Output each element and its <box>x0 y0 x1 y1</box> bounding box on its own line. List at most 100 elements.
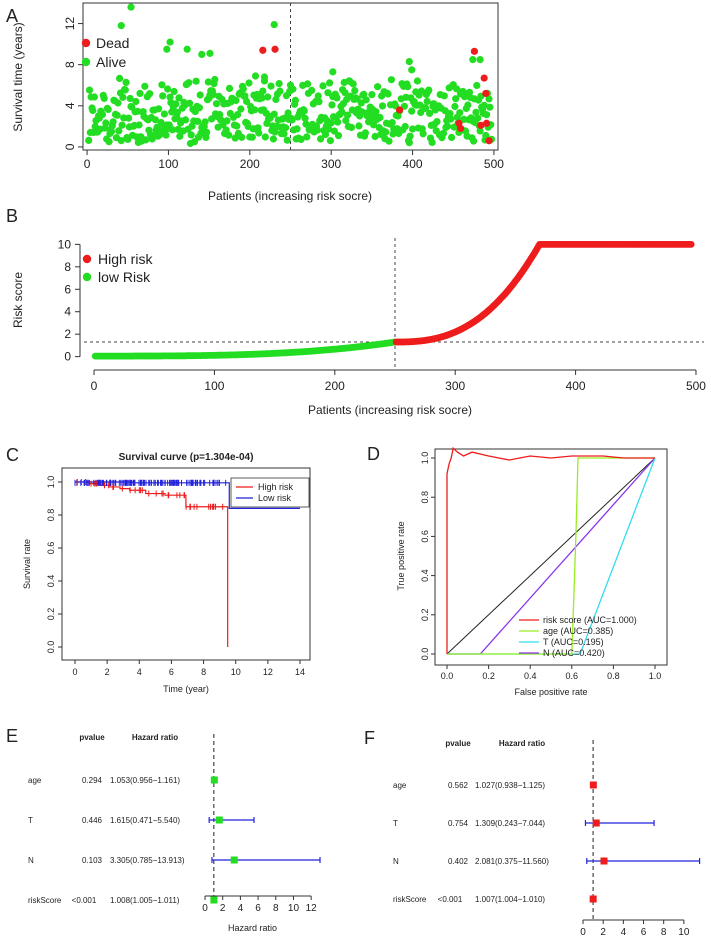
alive-point <box>267 82 275 90</box>
alive-point <box>473 81 481 90</box>
alive-point <box>405 57 413 66</box>
x-tick-label: 0.4 <box>524 671 537 681</box>
alive-point <box>176 132 184 140</box>
alive-point <box>237 105 245 113</box>
y-axis-label: True positive rate <box>396 521 406 590</box>
alive-point <box>163 45 171 53</box>
alive-point <box>319 82 327 90</box>
legend-label: T (AUC=0.195) <box>543 637 604 647</box>
alive-point <box>327 119 335 127</box>
y-tick-label: 0.4 <box>46 575 56 588</box>
alive-point <box>483 111 491 119</box>
column-header-pvalue: pvalue <box>445 739 471 748</box>
row-label: N <box>28 856 34 865</box>
legend-label: N (AUC=0.420) <box>543 648 605 658</box>
alive-point <box>301 114 309 122</box>
alive-point <box>426 109 434 117</box>
x-tick-label: 8 <box>273 903 279 914</box>
alive-point <box>315 98 323 106</box>
alive-point <box>474 114 482 122</box>
y-tick-label: 0.4 <box>420 569 430 582</box>
alive-point <box>349 80 357 88</box>
x-axis-label: Patients (increasing risk socre) <box>208 189 372 203</box>
y-tick-label: 1.0 <box>420 452 430 465</box>
alive-point <box>234 111 242 119</box>
dead-point <box>395 106 404 114</box>
alive-point <box>158 81 166 89</box>
alive-point <box>368 91 376 99</box>
alive-point <box>105 138 113 146</box>
alive-point <box>275 80 283 88</box>
x-tick-label: 300 <box>321 157 341 171</box>
legend-label: age (AUC=0.385) <box>543 626 613 636</box>
row-pvalue: 0.754 <box>448 819 469 828</box>
x-tick-label: 400 <box>566 379 586 393</box>
alive-point <box>369 121 378 129</box>
y-tick-label: 4 <box>63 102 77 109</box>
alive-point <box>183 45 191 53</box>
alive-point <box>283 136 291 144</box>
alive-point <box>160 110 168 118</box>
x-tick-label: 4 <box>137 667 142 677</box>
alive-point <box>413 77 421 85</box>
x-axis-label: False positive rate <box>514 687 587 697</box>
high-risk-curve <box>75 481 229 647</box>
alive-point <box>303 133 311 141</box>
x-tick-label: 0.0 <box>441 671 454 681</box>
x-tick-label: 0.8 <box>607 671 620 681</box>
column-header-hazard-ratio: Hazard ratio <box>499 739 545 748</box>
alive-point <box>146 90 154 98</box>
alive-point <box>245 79 253 87</box>
row-label: age <box>28 776 42 785</box>
alive-point <box>109 118 117 126</box>
x-tick-label: 6 <box>169 667 174 677</box>
alive-point <box>85 86 94 94</box>
alive-point <box>162 131 170 139</box>
alive-point <box>408 107 416 115</box>
alive-point <box>208 115 216 123</box>
alive-point <box>480 101 488 109</box>
x-tick-label: 0 <box>202 903 208 914</box>
legend-marker <box>81 38 91 48</box>
x-tick-label: 10 <box>678 927 690 938</box>
x-axis-label: Hazard ratio <box>228 923 277 933</box>
alive-point <box>209 91 217 99</box>
hazard-ratio-marker <box>215 816 223 824</box>
row-hazard-ratio: 1.615(0.471−5.540) <box>110 816 180 825</box>
legend-label: High risk <box>98 251 153 267</box>
x-tick-label: 6 <box>255 903 261 914</box>
row-label: riskScore <box>393 895 427 904</box>
x-axis-label: Time (year) <box>163 684 209 694</box>
panel-d: D 0.0 0.2 0.4 0.6 0.8 1.0 0.0 0.2 0.4 0.6 0.8 1.0 Tru… <box>367 444 668 697</box>
alive-point <box>401 122 409 131</box>
alive-point <box>343 111 352 119</box>
alive-point <box>334 118 342 126</box>
x-tick-label: 0 <box>84 157 91 171</box>
row-pvalue: 0.294 <box>82 776 103 785</box>
alive-point <box>328 101 336 109</box>
hazard-ratio-marker <box>210 896 218 904</box>
legend-label: High risk <box>258 482 294 492</box>
panel-letter-c: C <box>6 445 19 465</box>
alive-point <box>313 126 321 134</box>
alive-point <box>122 78 130 86</box>
alive-point <box>372 108 380 116</box>
alive-point <box>168 126 177 134</box>
alive-point <box>151 116 159 124</box>
alive-point <box>282 124 290 132</box>
alive-point <box>90 93 98 101</box>
row-label: T <box>393 819 398 828</box>
alive-point <box>166 38 174 46</box>
panel-letter: F <box>364 728 375 748</box>
alive-point <box>255 129 263 137</box>
y-tick-label: 0.0 <box>420 648 430 661</box>
row-hazard-ratio: 1.027(0.938−1.125) <box>475 781 545 790</box>
alive-point <box>317 135 325 143</box>
y-tick-label: 8 <box>63 61 77 68</box>
alive-point <box>136 89 144 97</box>
alive-point <box>238 133 246 141</box>
alive-point <box>113 111 121 119</box>
x-tick-label: 0.6 <box>566 671 579 681</box>
